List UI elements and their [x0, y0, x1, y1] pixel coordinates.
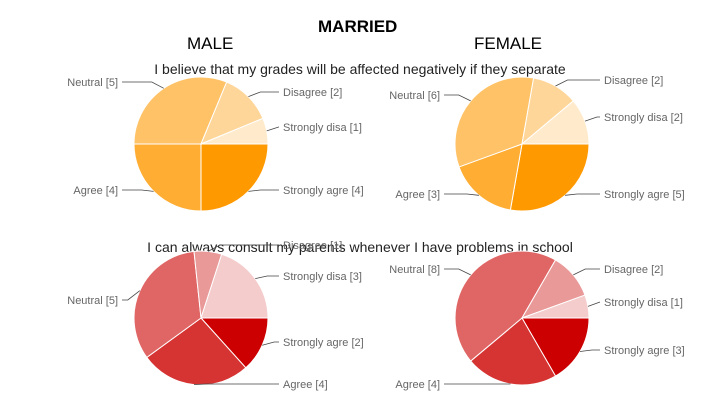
pie-slice — [133, 143, 202, 212]
slice-label: Disagree [2] — [604, 75, 663, 87]
leader-line — [255, 275, 279, 279]
leader-line — [248, 91, 279, 97]
leader-line — [122, 290, 141, 301]
slice-label: Strongly agre [3] — [604, 345, 685, 357]
pie-slice — [521, 294, 590, 319]
slice-label: Disagree [2] — [283, 87, 342, 99]
leader-line — [122, 81, 164, 89]
question-1-title: I believe that my grades will be affecte… — [154, 61, 566, 77]
leader-line — [193, 383, 279, 385]
married-heading: MARRIED — [318, 17, 398, 36]
pie-slice — [133, 250, 202, 359]
male-heading: MALE — [187, 34, 234, 53]
question-2-title: I can always consult my parents whenever… — [147, 239, 573, 255]
slice-label: Neutral [5] — [67, 295, 118, 307]
slice-label: Neutral [5] — [67, 77, 118, 89]
pie-slice — [454, 250, 557, 362]
pie-slice — [200, 253, 269, 319]
leader-line — [587, 301, 601, 307]
leader-line — [579, 349, 600, 352]
leader-line — [207, 244, 279, 252]
leader-line — [555, 79, 600, 87]
slice-label: Strongly disa [2] — [604, 112, 683, 124]
leader-line — [266, 126, 279, 132]
pie-chart-4: Strongly agre [3] Agree [4] Neutral [8] Dis… — [389, 250, 685, 391]
leader-line — [444, 94, 471, 102]
slice-label: Agree [4] — [283, 379, 328, 391]
slice-label: Agree [4] — [73, 185, 118, 197]
leader-line — [444, 268, 471, 276]
leader-line — [573, 268, 600, 276]
slice-label: Disagree [1] — [283, 240, 342, 252]
slice-label: Strongly agre [5] — [604, 189, 685, 201]
leader-line — [444, 193, 479, 196]
slice-label: Strongly agre [2] — [283, 337, 364, 349]
slice-label: Agree [4] — [395, 379, 440, 391]
pie-slice — [458, 143, 523, 211]
slice-label: Strongly disa [1] — [283, 122, 362, 134]
slice-label: Strongly disa [3] — [283, 271, 362, 283]
pie-slice — [454, 76, 535, 168]
leader-line — [248, 189, 279, 192]
pie-slice — [200, 143, 269, 212]
slice-label: Neutral [6] — [389, 90, 440, 102]
pie-slice — [520, 100, 590, 145]
pie-slice — [521, 317, 590, 377]
leader-line — [122, 189, 154, 192]
slice-label: Strongly agre [4] — [283, 185, 364, 197]
pie-chart-1: Strongly agre [4] Agree [4] Neutral [5] Dis… — [67, 76, 364, 212]
pie-slice — [199, 317, 269, 369]
slice-label: Agree [3] — [395, 189, 440, 201]
slice-label: Disagree [2] — [604, 264, 663, 276]
leader-line — [262, 341, 279, 346]
slice-label: Neutral [8] — [389, 264, 440, 276]
pie-slice — [509, 143, 590, 212]
pie-chart-3: Strongly agre [2] Agree [4] Neutral [5] Dis… — [67, 240, 363, 391]
leader-line — [584, 116, 600, 122]
female-heading: FEMALE — [474, 34, 543, 53]
slice-label: Strongly disa [1] — [604, 297, 683, 309]
leader-line — [565, 193, 600, 196]
pie-chart-2: Strongly agre [5] Agree [3] Neutral [6] Dis… — [389, 75, 685, 212]
